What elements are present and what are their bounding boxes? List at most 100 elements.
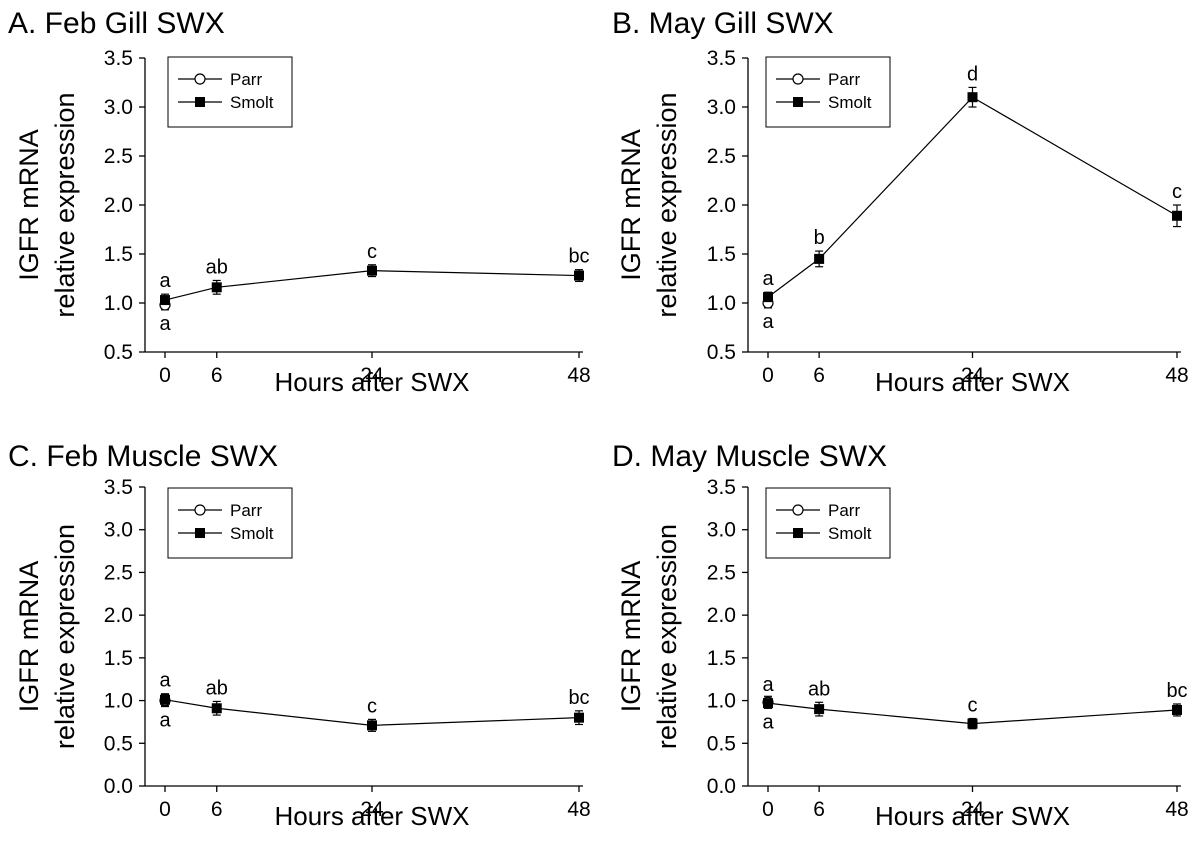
x-tick-label: 0 (762, 798, 774, 821)
series-line-smolt (767, 702, 1178, 725)
panel-4: D. May Muscle SWX IGFR mRNA relative expre… (612, 440, 1189, 831)
x-tick-label: 48 (1165, 364, 1188, 387)
legend-label: Parr (230, 70, 262, 89)
significance-label: c (367, 241, 377, 263)
legend-label: Parr (828, 70, 860, 89)
significance-label: b (814, 227, 825, 249)
y-tick-label: 0.5 (707, 732, 736, 755)
y-tick-label: 1.0 (104, 690, 133, 713)
significance-label: ab (206, 256, 228, 278)
legend-marker-smolt (793, 97, 803, 107)
x-tick-label: 48 (567, 364, 590, 387)
legend-label: Smolt (828, 524, 872, 543)
significance-label: ab (808, 678, 830, 700)
data-point-smolt (367, 265, 377, 276)
legend-marker-smolt (195, 528, 205, 538)
y-axis-label: relative expression (652, 524, 682, 749)
y-tick-label: 0.5 (707, 341, 736, 364)
legend-marker-parr (792, 73, 804, 85)
x-tick-label: 6 (813, 364, 825, 387)
y-tick-label: 1.5 (104, 243, 133, 266)
significance-label: a (762, 268, 774, 290)
legend: Parr Smolt (167, 56, 293, 128)
significance-label: a (762, 674, 774, 696)
significance-label: ab (206, 677, 228, 699)
panel-title: D. May Muscle SWX (612, 440, 887, 473)
x-axis-label: Hours after SWX (875, 367, 1070, 397)
y-tick-label: 3.5 (707, 47, 736, 70)
x-tick-label: 6 (211, 364, 223, 387)
series-line-smolt (164, 270, 580, 301)
y-axis-label: relative expression (652, 92, 682, 317)
data-point-smolt (1172, 704, 1182, 715)
significance-label: c (1172, 181, 1182, 203)
panel-title: C. Feb Muscle SWX (8, 440, 278, 473)
significance-label: a (762, 711, 774, 733)
legend-marker-parr (194, 73, 206, 85)
significance-label: a (159, 313, 171, 335)
x-tick-label: 6 (211, 798, 223, 821)
x-tick-label: 6 (813, 798, 825, 821)
y-tick-label: 2.0 (707, 194, 736, 217)
significance-label: a (762, 311, 774, 333)
data-point-smolt (160, 694, 170, 705)
y-tick-label: 2.5 (104, 561, 133, 584)
legend-box (167, 56, 293, 128)
significance-label: a (159, 670, 171, 692)
legend-marker-parr (194, 504, 206, 516)
y-tick-label: 2.0 (707, 604, 736, 627)
legend-box (765, 487, 891, 559)
y-axis-label: IGFR mRNA (14, 561, 44, 713)
legend-marker-smolt (793, 528, 803, 538)
data-point-smolt (814, 253, 825, 264)
significance-label: bc (1166, 680, 1187, 702)
y-tick-label: 3.0 (707, 519, 736, 542)
y-tick-label: 1.5 (707, 243, 736, 266)
legend-marker-smolt (195, 97, 205, 107)
data-point-smolt (211, 282, 222, 293)
y-tick-label: 0.0 (104, 775, 133, 798)
panel-3: C. Feb Muscle SWX IGFR mRNA relative expre… (8, 440, 591, 831)
y-tick-label: 1.5 (707, 647, 736, 670)
y-tick-label: 1.0 (104, 292, 133, 315)
y-tick-label: 0.5 (104, 732, 133, 755)
legend-label: Parr (230, 501, 262, 520)
y-tick-label: 2.0 (104, 194, 133, 217)
legend-marker-parr (792, 504, 804, 516)
significance-label: a (159, 270, 171, 292)
data-point-smolt (574, 270, 584, 281)
data-point-smolt (814, 704, 825, 715)
y-axis-label: relative expression (50, 524, 80, 749)
y-tick-label: 0.0 (707, 775, 736, 798)
y-tick-label: 3.5 (707, 476, 736, 499)
x-tick-label: 24 (360, 798, 384, 821)
y-tick-label: 3.0 (104, 96, 133, 119)
legend: Parr Smolt (167, 487, 293, 559)
y-tick-label: 0.5 (104, 341, 133, 364)
data-point-smolt (967, 92, 978, 103)
data-point-smolt (763, 698, 773, 709)
data-point-smolt (763, 292, 773, 303)
data-point-smolt (367, 720, 377, 731)
legend-box (167, 487, 293, 559)
y-tick-label: 3.0 (707, 96, 736, 119)
y-tick-label: 3.0 (104, 519, 133, 542)
x-tick-label: 0 (159, 798, 171, 821)
y-axis-label: IGFR mRNA (616, 561, 646, 713)
panel-2: B. May Gill SWX IGFR mRNA relative express… (612, 7, 1189, 397)
data-point-smolt (574, 712, 584, 723)
y-axis-label: IGFR mRNA (616, 129, 646, 281)
x-axis-label: Hours after SWX (875, 801, 1070, 831)
legend: Parr Smolt (765, 487, 891, 559)
legend-box (765, 56, 891, 128)
significance-label: a (159, 710, 171, 732)
x-axis-label: Hours after SWX (274, 367, 469, 397)
data-point-smolt (211, 703, 222, 714)
legend-label: Parr (828, 501, 860, 520)
y-tick-label: 3.5 (104, 47, 133, 70)
y-axis-label: relative expression (50, 92, 80, 317)
y-tick-label: 3.5 (104, 476, 133, 499)
legend: Parr Smolt (765, 56, 891, 128)
significance-label: bc (568, 246, 589, 268)
